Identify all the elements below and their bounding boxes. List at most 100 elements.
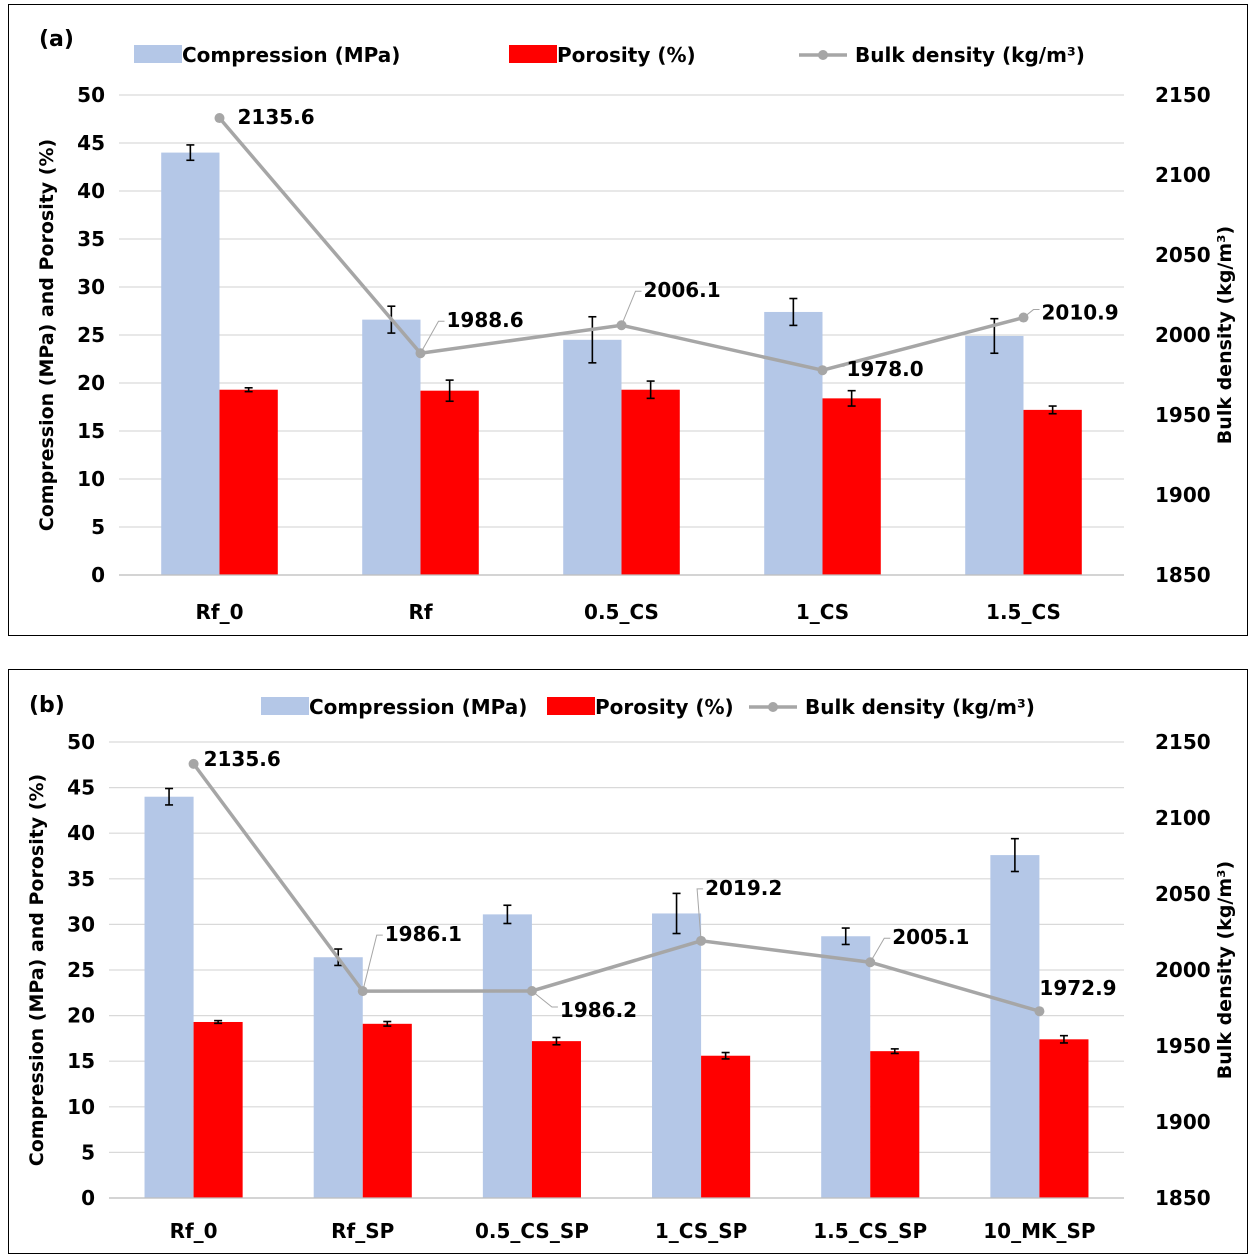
data-label-leader	[696, 888, 704, 941]
x-tick-label: Rf_SP	[331, 1219, 394, 1243]
compression-bar	[313, 957, 363, 1198]
compression-bar	[144, 796, 194, 1198]
bulk-density-label: 2010.9	[1042, 301, 1119, 325]
compression-bar	[764, 311, 823, 575]
legend-label: Porosity (%)	[557, 43, 696, 67]
legend-porosity-swatch	[509, 45, 557, 63]
y-tick-label: 40	[77, 179, 105, 203]
y-tick-label: 5	[91, 515, 105, 539]
y-tick-label: 45	[77, 131, 105, 155]
y-tick-label: 5	[81, 1140, 95, 1164]
y-tick-label: 25	[77, 323, 105, 347]
porosity-bar	[420, 390, 479, 575]
y2-tick-label: 1900	[1155, 1110, 1211, 1134]
y2-tick-label: 2000	[1155, 323, 1211, 347]
bulk-density-label: 2135.6	[204, 747, 281, 771]
compression-bar	[161, 152, 220, 575]
compression-bar	[965, 335, 1024, 575]
legend-density-marker	[818, 50, 828, 60]
bulk-density-label: 2135.6	[238, 105, 315, 129]
legend-density-marker	[768, 702, 778, 712]
bulk-density-label: 1972.9	[1039, 976, 1116, 1000]
y-tick-label: 20	[67, 1004, 95, 1028]
y2-tick-label: 2050	[1155, 243, 1211, 267]
y2-tick-label: 2100	[1155, 163, 1211, 187]
x-tick-label: Rf	[408, 600, 432, 624]
bulk-density-line	[218, 116, 1024, 373]
porosity-bar	[1039, 1039, 1089, 1198]
porosity-bar	[219, 389, 278, 575]
x-tick-label: 1.5_CS_SP	[813, 1219, 927, 1243]
y-axis-title: Compression (MPa) and Porosity (%)	[26, 774, 48, 1166]
y2-tick-label: 2050	[1155, 882, 1211, 906]
bulk-density-label: 1988.6	[447, 308, 524, 332]
porosity-bar	[531, 1041, 581, 1198]
legend-label: Bulk density (kg/m³)	[805, 695, 1035, 719]
y2-axis-title: Bulk density (kg/m³)	[1214, 861, 1236, 1079]
y-tick-label: 50	[67, 730, 95, 754]
compression-bar	[482, 914, 532, 1198]
chart-panel-a: 0 5 10 15 20 25 30 35 40 45 50 1850 1900 1950 2000 2050…	[8, 4, 1248, 636]
porosity-bar	[1023, 409, 1082, 575]
x-tick-label: Rf_0	[170, 1219, 218, 1243]
legend-label: Bulk density (kg/m³)	[855, 43, 1085, 67]
chart-b-svg: 0 5 10 15 20 25 30 35 40 45 50 1850 1900 1950 2000 2050…	[26, 693, 1236, 1243]
chart-panel-b: 0 5 10 15 20 25 30 35 40 45 50 1850 1900 1950 2000 2050…	[8, 669, 1248, 1254]
legend-compression-swatch	[261, 697, 309, 715]
data-label-leader	[822, 365, 845, 371]
y-axis-title: Compression (MPa) and Porosity (%)	[36, 139, 58, 531]
data-label-leader	[1023, 309, 1040, 318]
y-tick-label: 20	[77, 371, 105, 395]
y-tick-label: 10	[67, 1095, 95, 1119]
compression-bar	[563, 339, 622, 575]
bulk-density-label: 2019.2	[705, 876, 782, 900]
y-tick-label: 40	[67, 821, 95, 845]
legend-porosity-swatch	[547, 697, 595, 715]
bulk-density-point	[188, 758, 199, 769]
bulk-density-label: 2006.1	[644, 278, 721, 302]
y2-tick-label: 1950	[1155, 403, 1211, 427]
y2-tick-label: 1850	[1155, 563, 1211, 587]
y2-tick-label: 2150	[1155, 83, 1211, 107]
y2-tick-label: 2100	[1155, 806, 1211, 830]
panel-label: (b)	[29, 693, 65, 718]
compression-bar	[652, 913, 702, 1198]
y-tick-label: 35	[67, 867, 95, 891]
legend-label: Compression (MPa)	[309, 695, 527, 719]
porosity-bar	[701, 1055, 751, 1198]
porosity-bar	[193, 1021, 243, 1198]
compression-bar	[362, 319, 421, 575]
legend-label: Porosity (%)	[595, 695, 734, 719]
x-tick-label: 0.5_CS	[584, 600, 659, 624]
bulk-density-point	[696, 935, 707, 946]
bulk-density-point	[214, 113, 225, 124]
y2-tick-label: 1850	[1155, 1186, 1211, 1210]
y2-tick-label: 2150	[1155, 730, 1211, 754]
y-tick-label: 50	[77, 83, 105, 107]
bulk-density-label: 2005.1	[892, 925, 969, 949]
x-tick-label: 1.5_CS	[986, 600, 1061, 624]
data-label-leader	[420, 320, 445, 354]
chart-a-svg: 0 5 10 15 20 25 30 35 40 45 50 1850 1900 1950 2000 2050…	[36, 27, 1236, 624]
porosity-bar	[621, 389, 680, 575]
compression-bar	[821, 936, 871, 1198]
bulk-density-point	[1034, 1006, 1045, 1017]
data-label-leader	[621, 290, 642, 326]
y-tick-label: 30	[67, 912, 95, 936]
porosity-bar	[822, 398, 881, 575]
y-tick-label: 35	[77, 227, 105, 251]
x-tick-label: 10_MK_SP	[983, 1219, 1095, 1243]
y2-tick-label: 2000	[1155, 958, 1211, 982]
porosity-bar	[870, 1051, 920, 1198]
y-tick-label: 30	[77, 275, 105, 299]
bulk-density-label: 1986.1	[385, 922, 462, 946]
panel-label: (a)	[39, 27, 74, 52]
data-label-leader	[869, 937, 891, 963]
y-tick-label: 45	[67, 776, 95, 800]
y2-tick-label: 1900	[1155, 483, 1211, 507]
y2-tick-label: 1950	[1155, 1034, 1211, 1058]
y-tick-label: 15	[77, 419, 105, 443]
compression-bar	[990, 855, 1040, 1198]
x-tick-label: 1_CS	[796, 600, 849, 624]
y-tick-label: 25	[67, 958, 95, 982]
